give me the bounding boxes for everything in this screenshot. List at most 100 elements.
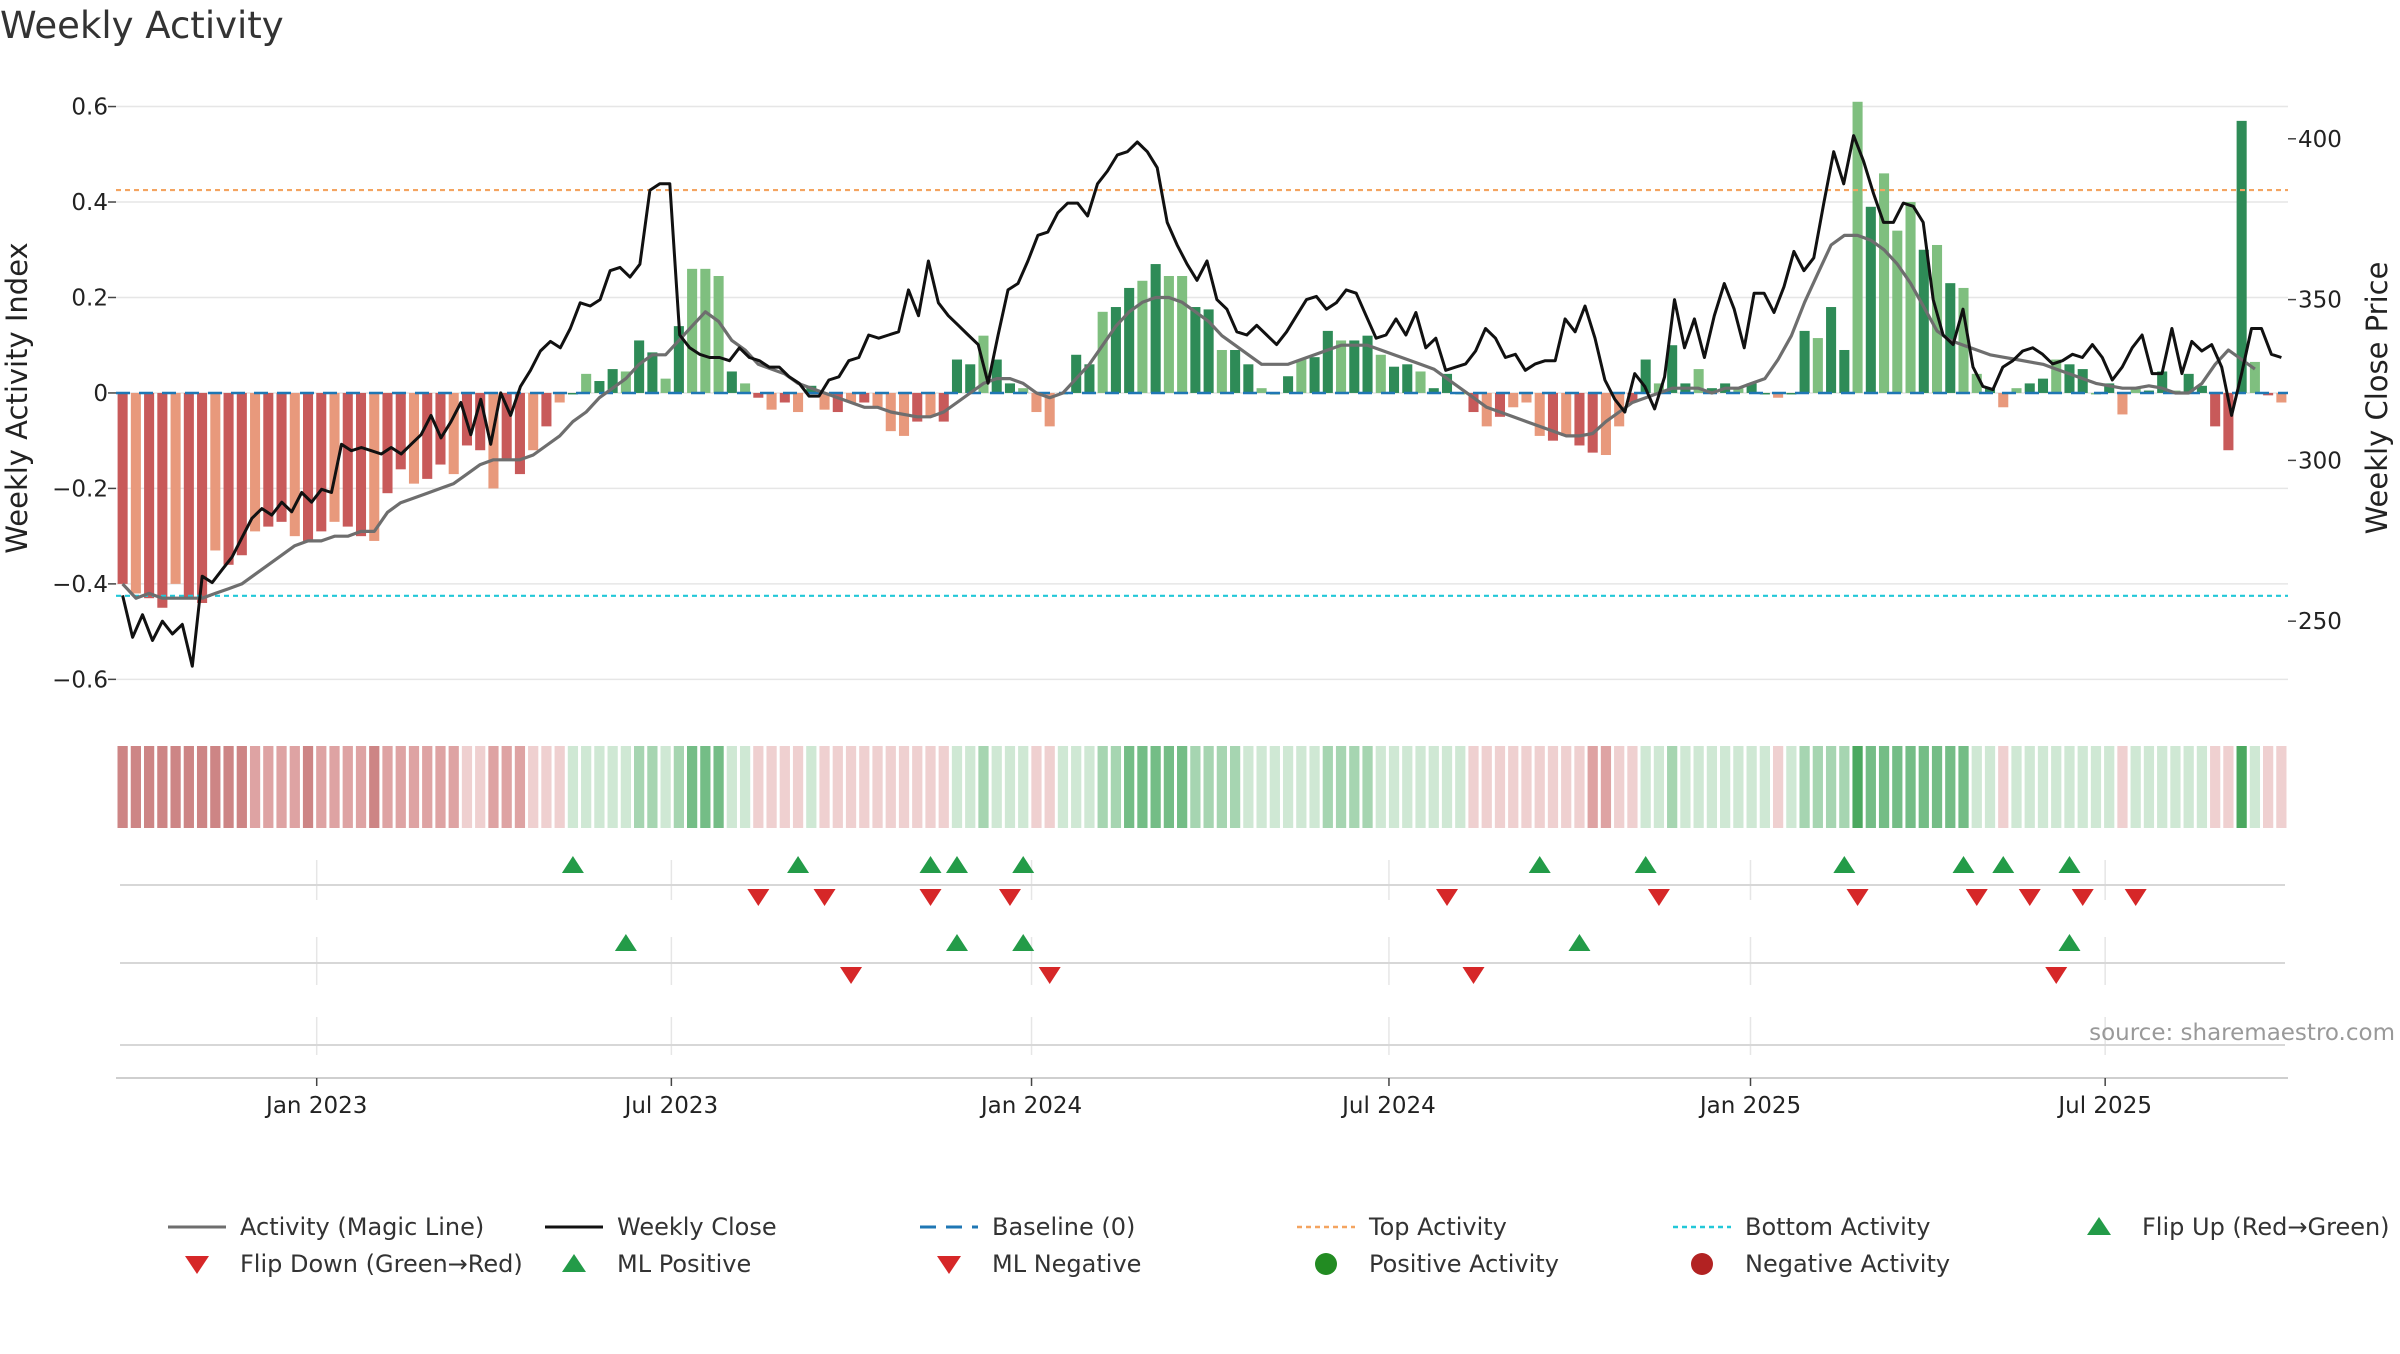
heat-cell bbox=[1177, 746, 1188, 828]
y-tick-label: −0.6 bbox=[52, 667, 108, 693]
activity-bar bbox=[819, 392, 830, 410]
activity-bar bbox=[1614, 392, 1625, 427]
flip-down-marker bbox=[2071, 889, 2094, 906]
activity-bar bbox=[1441, 373, 1453, 393]
ml-negative-marker bbox=[2045, 967, 2068, 984]
activity-bar bbox=[1137, 280, 1148, 393]
activity-bar bbox=[408, 392, 420, 484]
heat-cell bbox=[143, 746, 155, 828]
heat-cell bbox=[2104, 746, 2115, 828]
heat-cell bbox=[978, 746, 989, 828]
ml-negative-marker bbox=[840, 967, 863, 984]
heat-cell bbox=[369, 746, 380, 828]
heat-cell bbox=[1256, 746, 1267, 828]
chart-title: Weekly Activity bbox=[0, 4, 284, 47]
activity-bar bbox=[1667, 345, 1678, 393]
heat-cell bbox=[1150, 746, 1161, 828]
heat-cell bbox=[1878, 746, 1890, 828]
heat-cell bbox=[1680, 746, 1691, 828]
heat-cell bbox=[726, 746, 737, 828]
heat-cell bbox=[117, 746, 128, 828]
flip-up-marker bbox=[1012, 856, 1035, 873]
heat-cell bbox=[2223, 746, 2234, 828]
activity-bar bbox=[1097, 311, 1108, 393]
flip-up-marker bbox=[1528, 856, 1551, 873]
heat-cell bbox=[448, 746, 459, 828]
activity-bar bbox=[448, 392, 459, 475]
activity-bar bbox=[170, 392, 181, 584]
heat-cell bbox=[2051, 746, 2062, 828]
activity-bar bbox=[1177, 276, 1188, 393]
heat-cell bbox=[2183, 746, 2194, 828]
heat-cell bbox=[2011, 746, 2022, 828]
activity-bar bbox=[1971, 373, 1982, 393]
heat-cell bbox=[859, 746, 870, 828]
y-tick-label: 0.6 bbox=[71, 95, 108, 121]
activity-bar bbox=[289, 392, 300, 537]
heat-cell bbox=[1322, 746, 1333, 828]
activity-bar bbox=[1230, 349, 1241, 393]
heat-cell bbox=[1296, 746, 1307, 828]
heat-cell bbox=[766, 746, 777, 828]
activity-bar bbox=[766, 392, 777, 410]
y2-tick-label: 350 bbox=[2298, 288, 2342, 314]
flip-up-marker bbox=[1634, 856, 1657, 873]
heat-cell bbox=[501, 746, 512, 828]
activity-bar bbox=[925, 392, 936, 417]
heat-cell bbox=[435, 746, 446, 828]
heat-cell bbox=[1614, 746, 1625, 828]
heat-cell bbox=[1269, 746, 1280, 828]
heat-cell bbox=[792, 746, 804, 828]
ml-positive-marker bbox=[1568, 934, 1591, 951]
heat-cell bbox=[289, 746, 300, 828]
activity-bar bbox=[1786, 392, 1797, 395]
activity-bar bbox=[1415, 371, 1426, 393]
activity-bar bbox=[1852, 101, 1863, 393]
heat-cell bbox=[1481, 746, 1492, 828]
heat-cell bbox=[1402, 746, 1413, 828]
heat-cell bbox=[2037, 746, 2049, 828]
legend-label: Top Activity bbox=[1368, 1213, 1507, 1241]
heat-cell bbox=[951, 746, 963, 828]
activity-bar bbox=[475, 392, 486, 451]
heat-cell bbox=[2064, 746, 2075, 828]
activity-bar bbox=[183, 392, 194, 599]
heat-cell bbox=[1733, 746, 1744, 828]
activity-bar bbox=[832, 392, 843, 413]
legend-item-mlneg: ML Negative bbox=[937, 1250, 1141, 1278]
activity-bar bbox=[991, 359, 1002, 393]
heat-cell bbox=[1071, 746, 1082, 828]
activity-bar bbox=[647, 352, 658, 393]
heat-cell bbox=[2276, 746, 2287, 828]
heat-cell bbox=[355, 746, 367, 828]
flip-down-marker bbox=[2124, 889, 2147, 906]
ml-positive-marker bbox=[2058, 934, 2081, 951]
heat-cell bbox=[1852, 746, 1863, 828]
activity-bar bbox=[1826, 307, 1837, 393]
y2-tick-label: 250 bbox=[2298, 609, 2342, 635]
heat-cell bbox=[1428, 746, 1439, 828]
heat-cell bbox=[1640, 746, 1651, 828]
legend-label: Flip Down (Green→Red) bbox=[240, 1250, 523, 1278]
heat-cell bbox=[1812, 746, 1823, 828]
activity-bar bbox=[687, 268, 698, 393]
activity-bar bbox=[2037, 378, 2049, 393]
activity-bar bbox=[1574, 392, 1585, 446]
heat-cell bbox=[1375, 746, 1386, 828]
legend-item-flipup: Flip Up (Red→Green) bbox=[2087, 1213, 2390, 1241]
heat-cell bbox=[1720, 746, 1731, 828]
heat-cell bbox=[1892, 746, 1903, 828]
heat-cell bbox=[1746, 746, 1757, 828]
heat-cell bbox=[1309, 746, 1320, 828]
flip-up-marker bbox=[945, 856, 968, 873]
heat-cell bbox=[1998, 746, 2009, 828]
heat-cell bbox=[422, 746, 433, 828]
heat-cell bbox=[1521, 746, 1532, 828]
activity-bar bbox=[1071, 354, 1082, 393]
heat-cell bbox=[1044, 746, 1055, 828]
heat-cell bbox=[236, 746, 247, 828]
activity-bar bbox=[2223, 392, 2234, 451]
heat-cell bbox=[1706, 746, 1718, 828]
heat-cell bbox=[1243, 746, 1254, 828]
activity-bar bbox=[2011, 388, 2022, 393]
